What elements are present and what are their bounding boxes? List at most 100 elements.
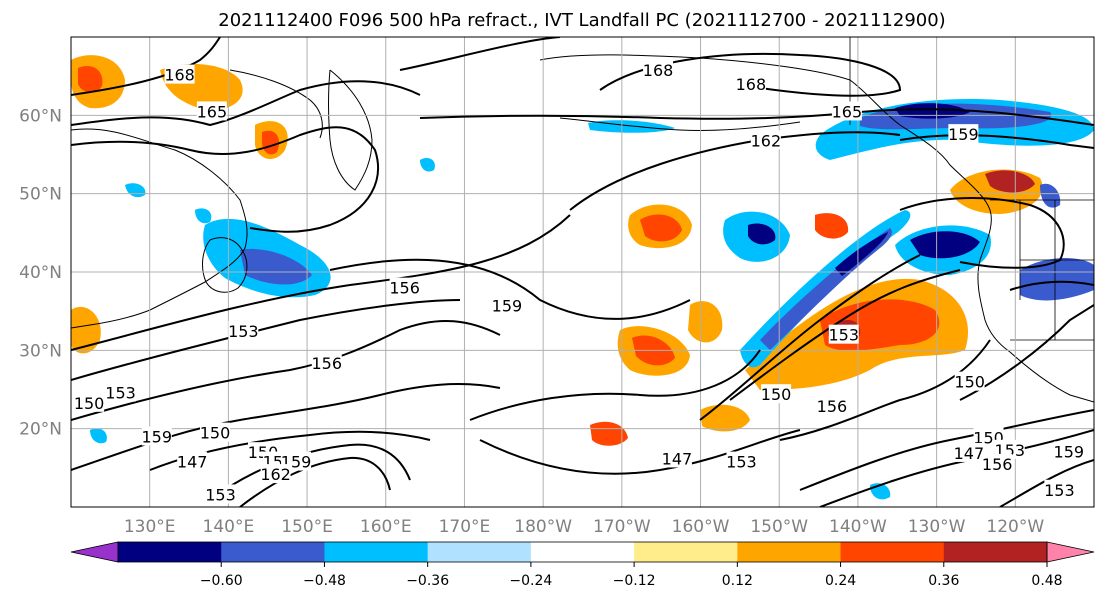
colorbar-segment — [943, 542, 1048, 562]
coast-kamchatka — [328, 69, 373, 191]
colorbar-segment — [221, 542, 325, 562]
lon-tick-label: 120°W — [986, 517, 1044, 537]
contour-label-bg — [816, 395, 847, 415]
lon-tick-label: 150°E — [281, 517, 333, 537]
figure-title: 2021112400 F096 500 hPa refract., IVT La… — [218, 10, 945, 31]
gridlines — [71, 37, 1094, 507]
contour-label-bg — [643, 59, 674, 79]
contour-159-band — [209, 443, 411, 501]
contour-label: 165 — [832, 102, 863, 121]
contour-label: 153 — [726, 453, 757, 472]
lon-tick-label: 130°E — [124, 517, 176, 537]
warm-core-central-north — [640, 214, 682, 242]
longitude-tick-labels: 130°E 140°E 150°E 160°E 170°E 180°W 170°W 160°W… — [124, 517, 1045, 537]
contour-label: 156 — [389, 279, 420, 298]
contour-label: 147 — [954, 444, 985, 463]
contour-168-west — [71, 37, 221, 96]
lon-tick-label: 140°E — [203, 517, 255, 537]
lat-tick-label: 50°N — [19, 185, 62, 205]
coast-aleutians — [559, 117, 801, 132]
colorbar-tick-label: 0.36 — [928, 573, 959, 589]
contour-label-bg — [954, 371, 985, 391]
contour-label-bg — [1044, 479, 1075, 499]
contour-pnw-loop — [899, 197, 1065, 269]
cool-region-small-3 — [195, 208, 212, 224]
lon-tick-label: 170°E — [439, 517, 491, 537]
contour-label: 159 — [948, 125, 979, 144]
contour-label: 153 — [105, 384, 136, 403]
contour-east-loop — [1009, 280, 1094, 291]
cool-region-small-7 — [90, 428, 107, 444]
contour-label-bg — [311, 352, 342, 372]
coast-japan — [202, 237, 248, 293]
contour-156-south — [779, 339, 991, 441]
contour-165-north — [419, 108, 1094, 126]
colorbar-segment — [324, 542, 429, 562]
contour-147-se — [799, 409, 1094, 491]
contour-label: 150 — [200, 424, 231, 443]
contour-label: 150 — [74, 394, 105, 413]
colorbar-segment — [840, 542, 945, 562]
contour-label: 153 — [205, 485, 236, 504]
contour-label-bg — [948, 124, 979, 144]
warm-region-philippine — [71, 306, 101, 354]
lon-tick-label: 160°E — [360, 517, 412, 537]
contour-label-bg — [74, 392, 105, 412]
contour-label-bg — [228, 320, 259, 340]
map-frame — [70, 36, 1095, 508]
lon-tick-label: 180°W — [514, 517, 572, 537]
contour-label-bg — [726, 451, 757, 471]
contour-label-bg — [105, 382, 136, 402]
warm-region-center-right — [688, 301, 723, 343]
contour-label: 153 — [228, 322, 259, 341]
contour-label-bg — [761, 384, 792, 404]
colorbar-segment — [427, 542, 532, 562]
contour-label-bg — [982, 453, 1013, 473]
cool-core-mid-north — [748, 223, 776, 245]
contour-label-bg — [196, 101, 227, 121]
contour-label: 168 — [643, 61, 674, 80]
contour-label: 159 — [142, 428, 173, 447]
contour-label-bg — [661, 448, 692, 468]
colorbar-extend-low — [70, 541, 119, 563]
lon-tick-label: 160°W — [672, 517, 730, 537]
lat-tick-label: 40°N — [19, 263, 62, 283]
colorbar-tick-label: −0.24 — [509, 573, 552, 589]
colorbar-tick-label: −0.48 — [303, 573, 346, 589]
contour-label-bg — [177, 451, 208, 471]
lon-tick-label: 150°W — [750, 517, 808, 537]
colorbar-segment — [118, 542, 222, 562]
lat-tick-label: 20°N — [19, 420, 62, 440]
colorbar-tick-label: 0.48 — [1031, 573, 1062, 589]
contour-label: 156 — [817, 397, 848, 416]
colorbar-segment — [530, 542, 635, 562]
contour-label: 153 — [1044, 481, 1075, 500]
contour-label: 150 — [954, 373, 985, 392]
contour-162-north — [399, 37, 561, 71]
contour-147-south — [479, 429, 801, 475]
cool-core-japan — [240, 248, 312, 285]
lat-tick-label: 60°N — [19, 106, 62, 126]
contour-label-bg — [953, 442, 984, 462]
colorbar-segment — [634, 542, 738, 562]
contour-label: 162 — [751, 131, 782, 150]
colorbar-tick-label: −0.60 — [200, 573, 243, 589]
warm-region-south-center — [590, 421, 628, 446]
contour-label: 165 — [197, 102, 228, 121]
contour-label-bg — [389, 277, 420, 297]
contour-label-bg — [164, 64, 195, 84]
contour-label-bg — [831, 101, 862, 121]
contour-south-center — [469, 349, 761, 421]
contour-label-bg — [141, 426, 172, 446]
lon-tick-label: 130°W — [908, 517, 966, 537]
contour-label-bg — [750, 130, 781, 150]
contour-153-diag — [699, 254, 921, 421]
contour-label: 153 — [828, 326, 859, 345]
colorbar: −0.60 −0.48 −0.36 −0.24 −0.12 0.12 0.24 0.36 0.4… — [70, 541, 1095, 589]
warm-core-sakhalin — [262, 130, 280, 155]
contour-label-bg — [260, 464, 291, 484]
lat-tick-label: 30°N — [19, 341, 62, 361]
